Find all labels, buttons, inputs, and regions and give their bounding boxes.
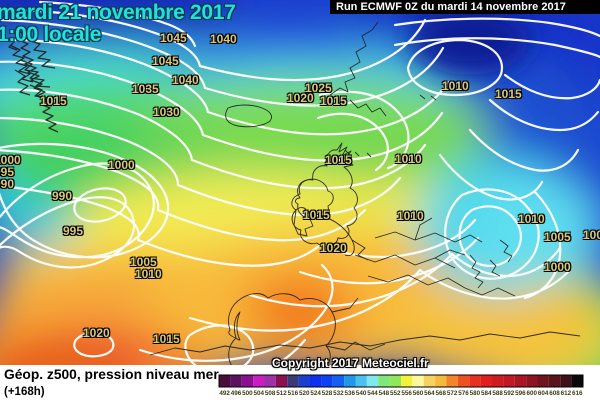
svg-text:588: 588 (492, 390, 503, 397)
svg-text:584: 584 (481, 390, 492, 397)
svg-text:548: 548 (379, 390, 390, 397)
svg-text:516: 516 (288, 390, 299, 397)
svg-text:536: 536 (345, 390, 356, 397)
svg-text:556: 556 (401, 390, 412, 397)
svg-text:492: 492 (219, 390, 230, 397)
svg-text:580: 580 (470, 390, 481, 397)
svg-text:524: 524 (310, 390, 321, 397)
svg-text:504: 504 (254, 390, 265, 397)
svg-text:616: 616 (572, 390, 583, 397)
svg-text:528: 528 (322, 390, 333, 397)
svg-text:612: 612 (561, 390, 572, 397)
svg-text:540: 540 (356, 390, 367, 397)
svg-text:508: 508 (265, 390, 276, 397)
svg-text:496: 496 (231, 390, 242, 397)
svg-text:600: 600 (527, 390, 538, 397)
svg-text:564: 564 (424, 390, 435, 397)
svg-text:568: 568 (436, 390, 447, 397)
svg-text:572: 572 (447, 390, 458, 397)
svg-text:544: 544 (367, 390, 378, 397)
svg-text:560: 560 (413, 390, 424, 397)
svg-text:512: 512 (276, 390, 287, 397)
svg-text:532: 532 (333, 390, 344, 397)
svg-text:608: 608 (549, 390, 560, 397)
svg-text:520: 520 (299, 390, 310, 397)
svg-text:552: 552 (390, 390, 401, 397)
svg-text:604: 604 (538, 390, 549, 397)
svg-text:596: 596 (515, 390, 526, 397)
svg-text:576: 576 (458, 390, 469, 397)
svg-text:500: 500 (242, 390, 253, 397)
svg-text:592: 592 (504, 390, 515, 397)
